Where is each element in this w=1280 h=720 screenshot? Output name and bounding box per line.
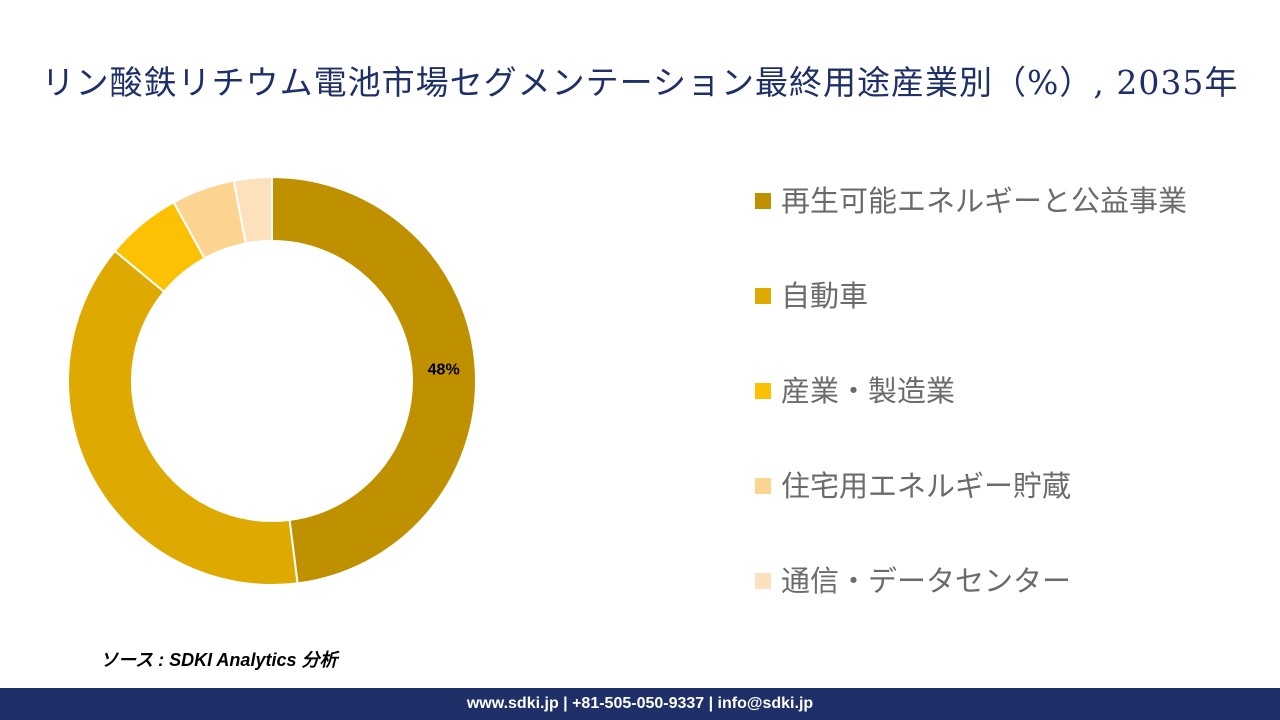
legend-swatch [755,383,771,399]
legend-item: 自動車 [755,271,1187,366]
legend-item: 住宅用エネルギー貯蔵 [755,461,1187,556]
legend-item: 産業・製造業 [755,366,1187,461]
legend: 再生可能エネルギーと公益事業 自動車産業・製造業住宅用エネルギー貯蔵 通信・データセ… [755,176,1187,651]
chart-title: リン酸鉄リチウム電池市場セグメンテーション最終用途産業別（%）, 2035年 [41,63,1239,102]
legend-label: 通信・データセンター [781,564,1072,598]
donut-slice [232,175,273,245]
legend-label: 自動車 [781,279,869,313]
legend-swatch [755,478,771,494]
source-note: ソース : SDKI Analytics 分析 [100,650,338,670]
legend-label: 再生可能エネルギーと公益事業 [781,184,1188,218]
footer-contact: www.sdki.jp | +81-505-050-9337 | info@sd… [466,695,814,712]
legend-item: 再生可能エネルギーと公益事業 [755,176,1187,271]
legend-item: 通信・データセンター [755,556,1187,651]
donut-slice [67,249,299,586]
legend-label: 住宅用エネルギー貯蔵 [781,469,1072,503]
legend-swatch [755,193,771,209]
donut-slice [271,175,477,585]
legend-swatch [755,288,771,304]
legend-label: 産業・製造業 [781,374,956,408]
donut-chart: 48% [67,175,477,586]
footer-bar: www.sdki.jp | +81-505-050-9337 | info@sd… [0,688,1280,720]
legend-swatch [755,573,771,589]
slice-data-label: 48% [428,361,460,378]
